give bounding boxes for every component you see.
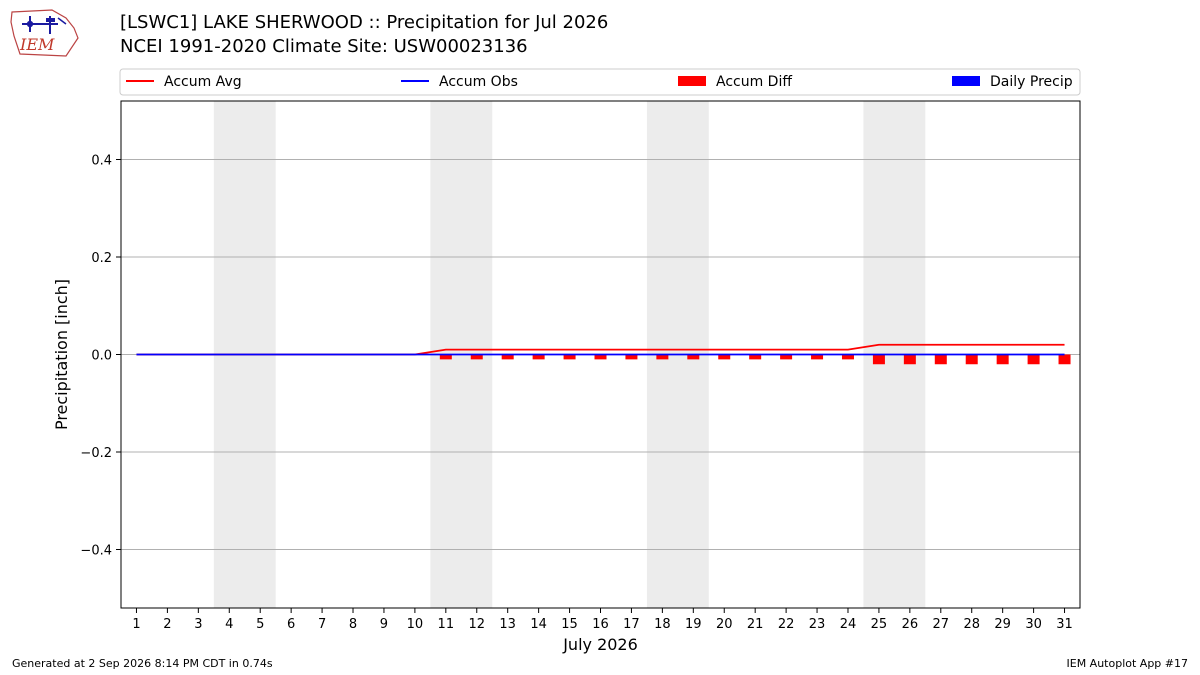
legend: Accum Avg Accum Obs Accum Diff Daily Precip <box>119 68 1081 96</box>
x-tick-label-30: 30 <box>1025 617 1042 632</box>
y-tick-label-4: 0.2 <box>91 251 112 266</box>
iem-logo: IEM <box>10 9 79 57</box>
x-tick-label-8: 8 <box>349 617 357 632</box>
accum-diff-bar-18 <box>656 354 669 360</box>
y-tick-label-2: −0.2 <box>80 446 112 461</box>
x-tick-label-18: 18 <box>654 617 671 632</box>
x-tick-label-13: 13 <box>499 617 516 632</box>
x-tick-label-12: 12 <box>468 617 485 632</box>
accum-diff-bar-21 <box>749 354 762 360</box>
x-tick-label-22: 22 <box>778 617 795 632</box>
x-axis-label: July 2026 <box>562 635 638 654</box>
x-tick-label-9: 9 <box>380 617 388 632</box>
x-tick-label-27: 27 <box>933 617 950 632</box>
x-tick-label-11: 11 <box>438 617 455 632</box>
accum-diff-bar-23 <box>811 354 824 360</box>
x-tick-label-20: 20 <box>716 617 733 632</box>
accum-diff-bar-25 <box>872 354 885 365</box>
x-tick-label-21: 21 <box>747 617 764 632</box>
x-tick-label-6: 6 <box>287 617 295 632</box>
generated-timestamp: Generated at 2 Sep 2026 8:14 PM CDT in 0… <box>12 657 273 670</box>
accum-diff-bar-14 <box>532 354 545 360</box>
x-tick-label-15: 15 <box>561 617 578 632</box>
x-tick-label-23: 23 <box>809 617 826 632</box>
legend-label-2: Accum Obs <box>439 74 518 90</box>
accum-diff-bar-22 <box>780 354 793 360</box>
app-credit: IEM Autoplot App #17 <box>1066 657 1189 670</box>
legend-swatch-3 <box>678 76 706 86</box>
x-axis: 1 2 3 4 5 6 7 8 9 10 11 12 13 14 15 16 17 18 19 20 21 22 23 24 2… <box>132 608 1073 632</box>
accum-diff-bar-29 <box>996 354 1009 365</box>
accum-diff-bar-28 <box>965 354 978 365</box>
x-tick-label-29: 29 <box>994 617 1011 632</box>
x-tick-label-25: 25 <box>871 617 888 632</box>
x-tick-label-17: 17 <box>623 617 640 632</box>
x-tick-label-28: 28 <box>963 617 980 632</box>
x-tick-label-26: 26 <box>902 617 919 632</box>
x-tick-label-5: 5 <box>256 617 264 632</box>
accum-diff-bars <box>439 354 1071 365</box>
accum-diff-bar-11 <box>439 354 452 360</box>
x-tick-label-24: 24 <box>840 617 857 632</box>
x-tick-label-31: 31 <box>1056 617 1073 632</box>
accum-diff-bar-27 <box>934 354 947 365</box>
legend-label-4: Daily Precip <box>990 74 1073 90</box>
accum-diff-bar-12 <box>470 354 483 360</box>
accum-diff-bar-26 <box>903 354 916 365</box>
accum-diff-bar-20 <box>718 354 731 360</box>
y-tick-label-5: 0.4 <box>91 154 112 169</box>
x-tick-label-3: 3 <box>194 617 202 632</box>
accum-diff-bar-30 <box>1027 354 1040 365</box>
legend-label-3: Accum Diff <box>716 74 792 90</box>
accum-diff-bar-13 <box>501 354 514 360</box>
x-tick-label-10: 10 <box>407 617 424 632</box>
x-tick-label-19: 19 <box>685 617 702 632</box>
x-tick-label-2: 2 <box>163 617 171 632</box>
x-tick-label-4: 4 <box>225 617 233 632</box>
y-axis: −0.4 −0.2 0.0 0.2 0.4 <box>80 154 121 559</box>
legend-swatch-4 <box>952 76 980 86</box>
chart-subtitle: NCEI 1991-2020 Climate Site: USW00023136 <box>120 36 528 57</box>
logo-text: IEM <box>19 35 55 54</box>
x-tick-label-7: 7 <box>318 617 326 632</box>
x-tick-label-16: 16 <box>592 617 609 632</box>
accum-diff-bar-17 <box>625 354 638 360</box>
chart-title: [LSWC1] LAKE SHERWOOD :: Precipitation f… <box>120 12 609 33</box>
y-tick-label-3: 0.0 <box>91 349 112 364</box>
x-tick-label-1: 1 <box>132 617 140 632</box>
accum-diff-bar-19 <box>687 354 700 360</box>
legend-box <box>119 68 1081 96</box>
accum-diff-bar-16 <box>594 354 607 360</box>
legend-label-1: Accum Avg <box>164 74 242 90</box>
accum-diff-bar-31 <box>1058 354 1071 365</box>
accum-diff-bar-15 <box>563 354 576 360</box>
series-lines <box>136 343 1065 356</box>
y-tick-label-1: −0.4 <box>80 544 112 559</box>
y-axis-label: Precipitation [inch] <box>52 279 71 430</box>
x-tick-label-14: 14 <box>530 617 547 632</box>
accum-diff-bar-24 <box>841 354 854 360</box>
